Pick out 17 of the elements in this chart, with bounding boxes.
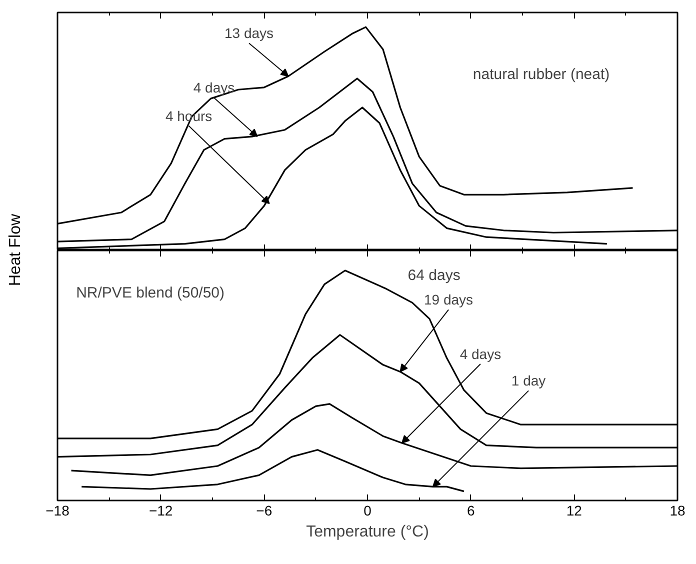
x-tick-label: −12: [148, 502, 173, 518]
annotation: 19 days: [424, 292, 474, 308]
y-axis-title: Heat Flow: [6, 214, 25, 286]
annotation: NR/PVE blend (50/50): [76, 284, 225, 302]
x-tick-label: 18: [670, 502, 686, 518]
x-tick-label: 6: [466, 502, 475, 518]
annotation: 4 days: [460, 346, 502, 362]
annotation: natural rubber (neat): [472, 66, 610, 83]
x-tick-label: −6: [256, 502, 272, 518]
annotation: 1 day: [511, 372, 546, 389]
x-axis-title: Temperature (°C): [306, 524, 429, 540]
x-tick-label: 12: [566, 502, 582, 518]
annotation: 13 days: [224, 25, 274, 42]
x-tick-label: 0: [364, 502, 372, 518]
annotation: 64 days: [408, 267, 460, 284]
annotation: 4 days: [193, 80, 235, 96]
x-tick-label: −18: [46, 502, 70, 518]
